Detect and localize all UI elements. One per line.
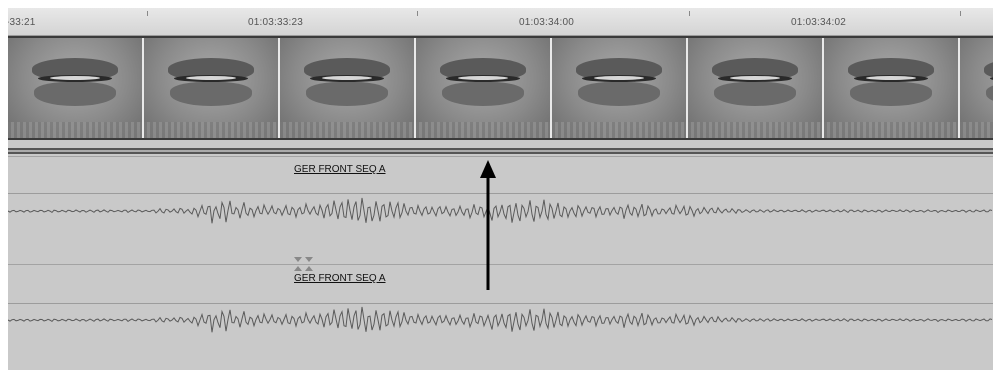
audio-waveform[interactable]: [8, 191, 993, 231]
timecode-ruler[interactable]: -33:21 01:03:33:23 01:03:34:00 01:03:34:…: [8, 8, 993, 36]
ruler-tick: [960, 11, 961, 16]
audio-track-1[interactable]: GER FRONT SEQ A: [8, 156, 993, 265]
video-frame-thumbnail[interactable]: [416, 38, 552, 138]
bowtie-marker-icon[interactable]: [293, 256, 315, 272]
video-track[interactable]: [8, 36, 993, 140]
clip-top-line: [8, 303, 993, 304]
timecode-label: 01:03:34:02: [791, 17, 847, 28]
video-frame-thumbnail[interactable]: [688, 38, 824, 138]
audio-clip-name[interactable]: GER FRONT SEQ A: [294, 273, 386, 284]
up-arrow-icon: [480, 160, 496, 290]
timecode-label: -33:21: [8, 17, 36, 28]
ruler-tick: [689, 11, 690, 16]
track-separator[interactable]: [8, 148, 993, 154]
timecode-label: 01:03:34:00: [519, 17, 575, 28]
video-frame-thumbnail[interactable]: [824, 38, 960, 138]
audio-clip-name[interactable]: GER FRONT SEQ A: [294, 164, 386, 175]
timecode-label: 01:03:33:23: [248, 17, 304, 28]
clip-top-line: [8, 193, 993, 194]
ruler-tick: [417, 11, 418, 16]
video-frame-thumbnail[interactable]: [552, 38, 688, 138]
timeline-editor: -33:21 01:03:33:23 01:03:34:00 01:03:34:…: [8, 8, 993, 370]
video-frame-thumbnail[interactable]: [280, 38, 416, 138]
video-frame-thumbnail[interactable]: [8, 38, 144, 138]
video-frame-thumbnail[interactable]: [960, 38, 993, 138]
video-frame-thumbnail[interactable]: [144, 38, 280, 138]
audio-track-2[interactable]: GER FRONT SEQ A: [8, 264, 993, 370]
ruler-tick: [147, 11, 148, 16]
audio-waveform[interactable]: [8, 300, 993, 340]
